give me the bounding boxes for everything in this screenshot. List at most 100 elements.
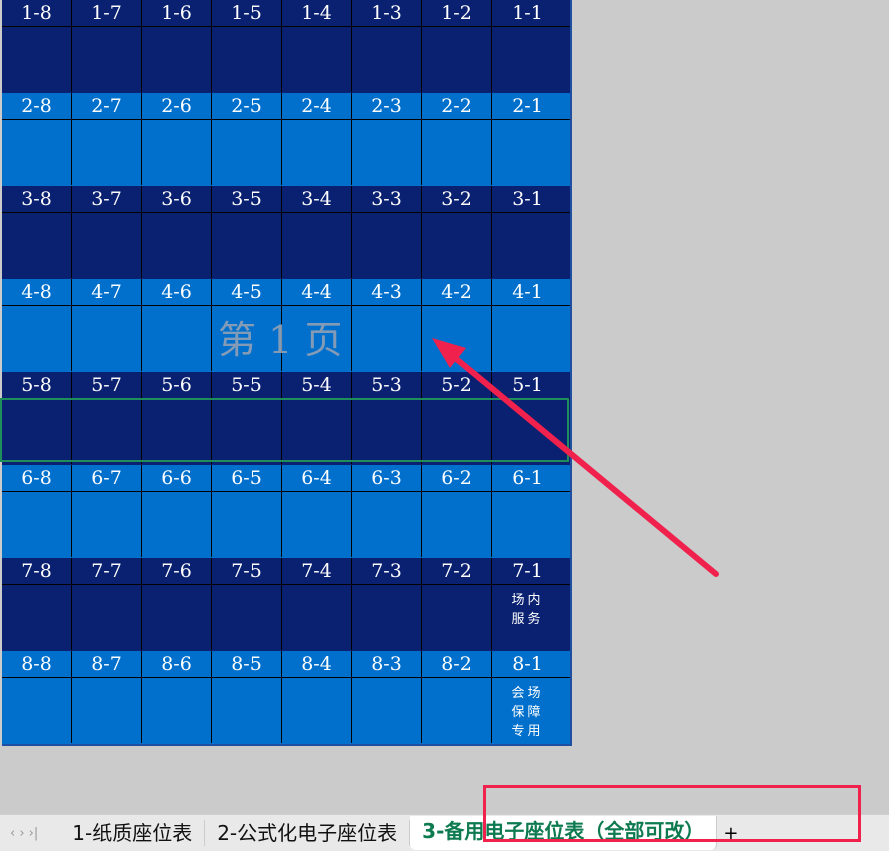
- seat-cell[interactable]: [422, 399, 492, 464]
- seat-label[interactable]: 1-6: [142, 0, 212, 26]
- seat-cell[interactable]: [2, 120, 72, 185]
- seat-cell[interactable]: [282, 678, 352, 743]
- seat-label[interactable]: 2-3: [352, 93, 422, 119]
- seat-cell[interactable]: [422, 27, 492, 92]
- seat-label[interactable]: 5-6: [142, 372, 212, 398]
- seat-cell[interactable]: [142, 399, 212, 464]
- seat-label[interactable]: 5-5: [212, 372, 282, 398]
- seat-cell[interactable]: [212, 492, 282, 557]
- seat-cell[interactable]: [2, 399, 72, 464]
- seat-label[interactable]: 3-7: [72, 186, 142, 212]
- seat-note[interactable]: 场内 服务: [511, 593, 544, 627]
- seat-label[interactable]: 4-3: [352, 279, 422, 305]
- seat-cell[interactable]: [142, 492, 212, 557]
- seat-label[interactable]: 6-2: [422, 465, 492, 491]
- seat-label[interactable]: 5-4: [282, 372, 352, 398]
- seat-label[interactable]: 3-2: [422, 186, 492, 212]
- seat-cell[interactable]: [282, 120, 352, 185]
- seat-cell[interactable]: [72, 678, 142, 743]
- seat-label[interactable]: 7-4: [282, 558, 352, 584]
- seat-cell[interactable]: [352, 492, 422, 557]
- seat-cell[interactable]: [352, 213, 422, 278]
- seat-cell[interactable]: [72, 399, 142, 464]
- seat-label[interactable]: 2-7: [72, 93, 142, 119]
- seat-label[interactable]: 7-8: [2, 558, 72, 584]
- seat-cell[interactable]: [352, 399, 422, 464]
- seat-label[interactable]: 3-8: [2, 186, 72, 212]
- seat-cell[interactable]: [212, 585, 282, 650]
- add-sheet-button[interactable]: +: [723, 822, 739, 844]
- seat-label[interactable]: 4-7: [72, 279, 142, 305]
- seat-label[interactable]: 6-3: [352, 465, 422, 491]
- tab-sheet-2[interactable]: 2-公式化电子座位表: [205, 820, 411, 846]
- seat-label[interactable]: 1-4: [282, 0, 352, 26]
- seat-note[interactable]: 会场 保障 专用: [511, 686, 544, 739]
- seat-label[interactable]: 5-3: [352, 372, 422, 398]
- seat-cell[interactable]: [282, 306, 352, 371]
- seat-cell[interactable]: [212, 213, 282, 278]
- seat-label[interactable]: 7-3: [352, 558, 422, 584]
- seat-label[interactable]: 4-2: [422, 279, 492, 305]
- seat-label[interactable]: 8-2: [422, 651, 492, 677]
- seat-cell[interactable]: [422, 120, 492, 185]
- seat-label[interactable]: 1-5: [212, 0, 282, 26]
- seat-cell[interactable]: [212, 678, 282, 743]
- seat-cell[interactable]: [282, 27, 352, 92]
- seat-cell[interactable]: [352, 678, 422, 743]
- seat-label[interactable]: 2-5: [212, 93, 282, 119]
- seat-label[interactable]: 2-2: [422, 93, 492, 119]
- seat-cell[interactable]: [2, 585, 72, 650]
- seat-cell[interactable]: [212, 306, 282, 371]
- seat-label[interactable]: 1-8: [2, 0, 72, 26]
- seat-label[interactable]: 4-8: [2, 279, 72, 305]
- seat-label[interactable]: 2-6: [142, 93, 212, 119]
- seat-label[interactable]: 6-4: [282, 465, 352, 491]
- seat-cell[interactable]: [2, 492, 72, 557]
- seat-label[interactable]: 3-6: [142, 186, 212, 212]
- seat-label[interactable]: 1-3: [352, 0, 422, 26]
- sheet-nav-arrows[interactable]: ‹ › ›|: [10, 825, 39, 841]
- tab-sheet-1[interactable]: 1-纸质座位表: [60, 820, 206, 846]
- seat-cell[interactable]: [142, 585, 212, 650]
- seat-label[interactable]: 7-5: [212, 558, 282, 584]
- seat-label[interactable]: 1-7: [72, 0, 142, 26]
- seat-cell[interactable]: [212, 120, 282, 185]
- seat-cell[interactable]: [282, 399, 352, 464]
- seat-label[interactable]: 8-6: [142, 651, 212, 677]
- seat-label[interactable]: 6-1: [512, 467, 543, 489]
- seat-cell[interactable]: [142, 213, 212, 278]
- seat-label[interactable]: 5-1: [512, 374, 543, 396]
- seat-label[interactable]: 8-8: [2, 651, 72, 677]
- seat-cell[interactable]: [142, 678, 212, 743]
- seat-label[interactable]: 7-6: [142, 558, 212, 584]
- seat-cell[interactable]: [352, 306, 422, 371]
- seat-label[interactable]: 8-7: [72, 651, 142, 677]
- seat-cell[interactable]: [142, 27, 212, 92]
- seat-cell[interactable]: [72, 306, 142, 371]
- seat-cell[interactable]: [2, 306, 72, 371]
- seat-cell[interactable]: [212, 399, 282, 464]
- seat-label[interactable]: 7-2: [422, 558, 492, 584]
- seat-label[interactable]: 4-5: [212, 279, 282, 305]
- seat-label[interactable]: 6-6: [142, 465, 212, 491]
- seat-cell[interactable]: [72, 27, 142, 92]
- seat-label[interactable]: 4-4: [282, 279, 352, 305]
- seat-cell[interactable]: [422, 585, 492, 650]
- seat-label[interactable]: 8-3: [352, 651, 422, 677]
- seat-label[interactable]: 8-5: [212, 651, 282, 677]
- seat-cell[interactable]: [282, 492, 352, 557]
- seat-label[interactable]: 3-5: [212, 186, 282, 212]
- seat-cell[interactable]: [282, 213, 352, 278]
- seat-cell[interactable]: [142, 306, 212, 371]
- seat-cell[interactable]: [352, 120, 422, 185]
- seat-cell[interactable]: [352, 585, 422, 650]
- seat-label[interactable]: 3-3: [352, 186, 422, 212]
- seat-cell[interactable]: [422, 213, 492, 278]
- seat-cell[interactable]: [282, 585, 352, 650]
- seat-cell[interactable]: [72, 213, 142, 278]
- seat-cell[interactable]: [72, 492, 142, 557]
- seat-label[interactable]: 7-1: [512, 560, 543, 582]
- seat-label[interactable]: 4-6: [142, 279, 212, 305]
- seat-label[interactable]: 4-1: [512, 281, 543, 303]
- seat-label[interactable]: 5-7: [72, 372, 142, 398]
